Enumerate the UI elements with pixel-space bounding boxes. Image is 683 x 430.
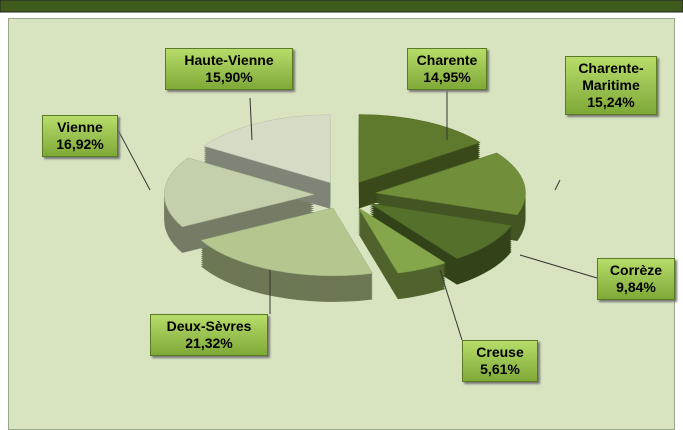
slice (358, 207, 447, 274)
label-value: 15,90% (205, 69, 253, 85)
leader-line (519, 254, 598, 279)
data-label: Charente-Maritime 15,24% (565, 56, 657, 115)
leader-line (554, 179, 561, 191)
data-label: Creuse 5,61% (462, 340, 538, 382)
data-label: Charente 14,95% (407, 48, 487, 90)
slice (369, 203, 513, 259)
label-value: 9,84% (616, 279, 656, 295)
label-name: Corrèze (609, 262, 663, 278)
slice (200, 207, 373, 277)
label-value: 14,95% (423, 69, 471, 85)
slice (164, 157, 316, 228)
slice (203, 114, 331, 184)
label-value: 15,24% (587, 94, 635, 110)
slice (375, 152, 526, 216)
label-value: 5,61% (480, 361, 520, 377)
slice (358, 114, 481, 183)
data-label: Corrèze 9,84% (597, 258, 675, 300)
data-label: Haute-Vienne 15,90% (165, 48, 293, 90)
label-value: 21,32% (185, 335, 233, 351)
label-name: Charente-Maritime (578, 60, 644, 93)
data-label: Deux-Sèvres 21,32% (150, 314, 268, 356)
data-label: Vienne 16,92% (42, 115, 118, 157)
leader-line (117, 129, 151, 191)
header-bar (0, 0, 683, 13)
label-value: 16,92% (56, 136, 104, 152)
label-name: Charente (416, 52, 478, 68)
label-name: Creuse (476, 344, 524, 360)
label-name: Haute-Vienne (184, 52, 274, 68)
label-name: Deux-Sèvres (166, 318, 252, 334)
leader-line (439, 269, 463, 341)
label-name: Vienne (57, 119, 103, 135)
leader-line (249, 97, 253, 141)
